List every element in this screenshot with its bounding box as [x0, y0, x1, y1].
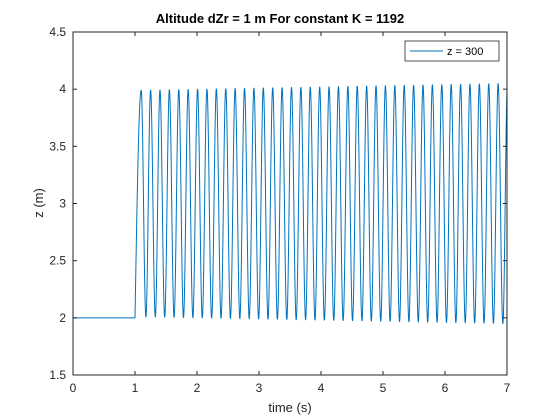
x-tick-label: 6 [442, 381, 449, 395]
y-tick-label: 4 [59, 82, 66, 96]
y-tick-label: 4.5 [49, 25, 66, 39]
x-axis-label: time (s) [268, 400, 311, 415]
y-tick-label: 2 [59, 311, 66, 325]
legend-label: z = 300 [447, 46, 483, 58]
series-line [73, 83, 508, 324]
plot-area [73, 32, 507, 375]
y-axis: 1.5 2 2.5 3 3.5 4 4.5 [49, 25, 507, 382]
y-axis-label: z (m) [31, 188, 46, 218]
y-tick-label: 2.5 [49, 254, 66, 268]
y-tick-label: 3.5 [49, 139, 66, 153]
chart-title: Altitude dZr = 1 m For constant K = 1192 [156, 11, 405, 26]
x-tick-label: 0 [70, 381, 77, 395]
x-tick-label: 1 [132, 381, 139, 395]
legend: z = 300 [404, 40, 500, 62]
x-tick-label: 5 [380, 381, 387, 395]
y-tick-label: 1.5 [49, 368, 66, 382]
x-tick-label: 3 [256, 381, 263, 395]
line-layer [73, 83, 508, 324]
x-tick-label: 2 [194, 381, 201, 395]
x-tick-label: 4 [318, 381, 325, 395]
legend-box [404, 40, 500, 62]
y-tick-label: 3 [59, 197, 66, 211]
x-axis: 0 1 2 3 4 5 6 7 [70, 32, 511, 395]
x-tick-label: 7 [504, 381, 511, 395]
